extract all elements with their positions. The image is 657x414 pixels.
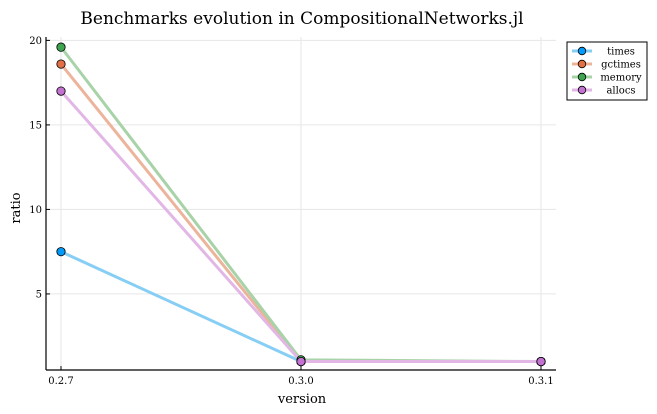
series-layer (56, 42, 546, 367)
x-tick-label: 0.2.7 (48, 376, 73, 387)
y-tick-label: 10 (29, 205, 42, 216)
legend-marker-allocs (577, 85, 587, 95)
y-tick-label: 5 (36, 289, 42, 300)
legend-label-gctimes: gctimes (601, 60, 641, 71)
x-axis-label: version (277, 392, 327, 407)
legend-marker-times (577, 46, 587, 56)
tick-labels: 0.2.7 0.3.0 0.3.1 5 10 15 20 (29, 36, 553, 387)
y-tick-label: 15 (29, 120, 42, 131)
legend-label-allocs: allocs (606, 86, 635, 97)
legend-label-memory: memory (600, 73, 642, 84)
point-allocs (56, 86, 66, 96)
x-tick-label: 0.3.0 (288, 376, 313, 387)
y-axis-label: ratio (9, 192, 24, 223)
chart-title: Benchmarks evolution in CompositionalNet… (80, 9, 523, 29)
y-tick-label: 20 (29, 36, 42, 47)
legend-marker-memory (577, 72, 587, 82)
point-gctimes (56, 59, 66, 69)
point-memory (56, 42, 66, 52)
legend-marker-gctimes (577, 59, 587, 69)
grid (46, 37, 556, 370)
point-allocs (296, 356, 306, 367)
legend-label-times: times (607, 47, 635, 58)
x-tick-label: 0.3.1 (528, 376, 553, 387)
point-times (56, 247, 66, 257)
legend: times gctimes memory allocs (566, 41, 648, 101)
point-allocs (536, 356, 546, 367)
